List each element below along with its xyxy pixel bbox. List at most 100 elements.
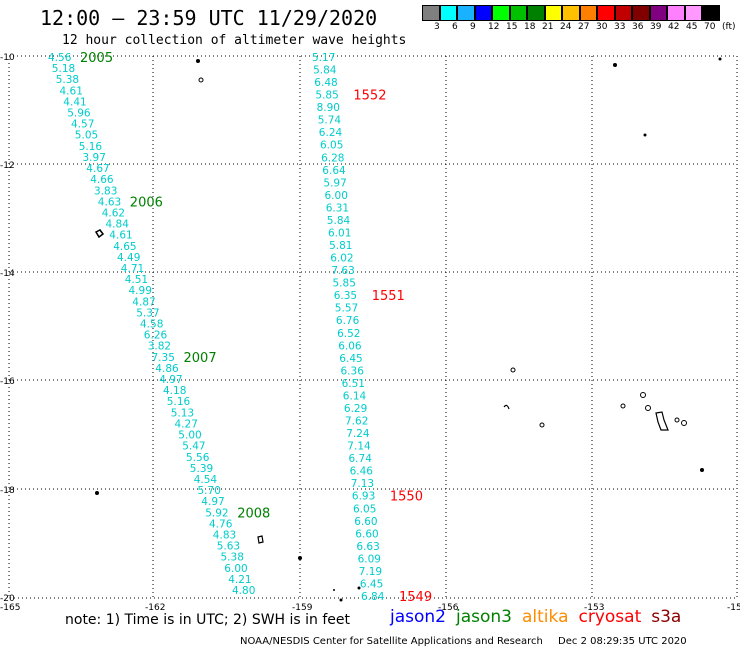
colorbar-label: 39 <box>650 22 662 32</box>
page-subtitle: 12 hour collection of altimeter wave hei… <box>62 33 407 48</box>
wave-height-value: 5.18 <box>52 63 75 75</box>
colorbar-swatch <box>597 5 615 21</box>
wave-height-value: 5.96 <box>67 108 91 120</box>
wave-height-value: 5.56 <box>186 452 210 464</box>
wave-height-value: 5.16 <box>167 396 191 408</box>
wave-height-value: 4.21 <box>228 574 251 586</box>
lat-label: -20 <box>0 594 15 604</box>
wave-height-colorbar <box>422 5 730 21</box>
wave-height-value: 4.56 <box>48 52 72 64</box>
wave-height-value: 3.83 <box>94 185 117 197</box>
wave-height-value: 8.90 <box>317 102 340 114</box>
colorbar-swatch <box>632 5 650 21</box>
island <box>339 598 343 602</box>
wave-height-value: 5.63 <box>217 541 240 553</box>
island <box>718 57 722 61</box>
wave-height-value: 5.39 <box>190 463 213 475</box>
colorbar-label: 30 <box>596 22 608 32</box>
colorbar-label: 9 <box>470 22 476 32</box>
colorbar-label: 3 <box>434 22 440 32</box>
map-frame <box>8 55 738 599</box>
island <box>613 63 617 67</box>
wave-height-value: 4.76 <box>209 518 233 530</box>
lon-label: -153 <box>584 603 604 613</box>
island <box>539 422 545 428</box>
pass-time-label: 1549 <box>399 590 432 605</box>
satellite-s3a: s3a <box>651 607 682 627</box>
wave-height-value: 4.27 <box>175 418 198 430</box>
colorbar-swatch <box>439 5 457 21</box>
wave-height-value: 4.49 <box>117 252 140 264</box>
wave-height-value: 6.14 <box>343 390 367 402</box>
wave-height-value: 5.70 <box>198 485 221 497</box>
wave-height-value: 6.01 <box>328 228 351 240</box>
wave-height-value: 7.14 <box>347 441 371 453</box>
wave-height-value: 5.97 <box>323 177 346 189</box>
colorbar-label: (ft) <box>722 22 736 32</box>
pass-time-label: 1551 <box>372 289 405 304</box>
wave-height-value: 7.62 <box>345 416 368 428</box>
wave-height-value: 4.83 <box>213 530 236 542</box>
colorbar-swatch <box>527 5 545 21</box>
wave-height-value: 5.05 <box>75 130 98 142</box>
island <box>655 411 669 431</box>
pass-time-label: 2008 <box>237 506 270 521</box>
wave-height-value: 6.35 <box>334 290 357 302</box>
wave-height-value: 4.71 <box>121 263 144 275</box>
lat-label: -10 <box>0 53 15 63</box>
colorbar-label: 42 <box>668 22 680 32</box>
island <box>681 420 687 426</box>
footer-timestamp: Dec 2 08:29:35 UTC 2020 <box>558 636 687 647</box>
pass-time-label: 2007 <box>184 351 217 366</box>
wave-height-value: 6.28 <box>321 152 344 164</box>
wave-height-value: 4.62 <box>102 208 125 220</box>
wave-height-value: 5.81 <box>329 240 352 252</box>
wave-height-value: 7.24 <box>346 428 370 440</box>
colorbar-swatch <box>422 5 440 21</box>
wave-height-value: 4.63 <box>98 196 121 208</box>
colorbar-label: 15 <box>506 22 518 32</box>
colorbar-swatch <box>614 5 632 21</box>
wave-height-value: 6.31 <box>326 202 349 214</box>
island <box>510 367 516 373</box>
wave-height-value: 6.60 <box>355 528 378 540</box>
wave-height-value: 4.61 <box>60 85 83 97</box>
wave-height-value: 4.18 <box>163 385 186 397</box>
wave-height-value: 7.13 <box>351 478 374 490</box>
wave-height-value: 6.60 <box>354 516 377 528</box>
wave-height-value: 6.46 <box>350 466 374 478</box>
wave-height-value: 6.76 <box>336 315 360 327</box>
colorbar-swatch <box>562 5 580 21</box>
colorbar-swatch <box>492 5 510 21</box>
map-border <box>8 55 738 599</box>
wave-height-value: 5.38 <box>56 74 79 86</box>
lat-label: -12 <box>0 161 15 171</box>
wave-height-value: 6.64 <box>322 165 346 177</box>
wave-height-value: 4.58 <box>140 319 163 331</box>
wave-height-value: 4.61 <box>109 230 132 242</box>
wave-height-value: 3.82 <box>148 341 171 353</box>
wave-height-value: 6.02 <box>330 253 353 265</box>
colorbar-swatch <box>457 5 475 21</box>
satellite-jason3: jason3 <box>456 607 512 627</box>
wave-height-value: 4.65 <box>113 241 136 253</box>
wave-height-value: 5.17 <box>312 52 335 64</box>
colorbar-label: 12 <box>488 22 500 32</box>
wave-height-value: 4.57 <box>71 119 94 131</box>
wave-height-value: 6.05 <box>353 503 376 515</box>
wave-height-value: 4.67 <box>86 163 109 175</box>
wave-height-value: 5.85 <box>333 278 356 290</box>
wave-height-value: 6.74 <box>349 453 373 465</box>
page-title: 12:00 – 23:59 UTC 11/29/2020 <box>40 6 378 30</box>
wave-height-value: 5.92 <box>205 507 228 519</box>
wave-height-value: 5.00 <box>178 430 201 442</box>
wave-height-value: 6.48 <box>314 77 337 89</box>
wave-height-value: 4.99 <box>129 285 152 297</box>
wave-height-value: 6.93 <box>352 491 375 503</box>
satellite-altika: altika <box>522 607 569 627</box>
wave-height-value: 6.45 <box>360 579 383 591</box>
wave-height-value: 6.05 <box>320 140 343 152</box>
wave-height-value: 6.09 <box>358 553 381 565</box>
wave-height-value: 6.29 <box>344 403 367 415</box>
